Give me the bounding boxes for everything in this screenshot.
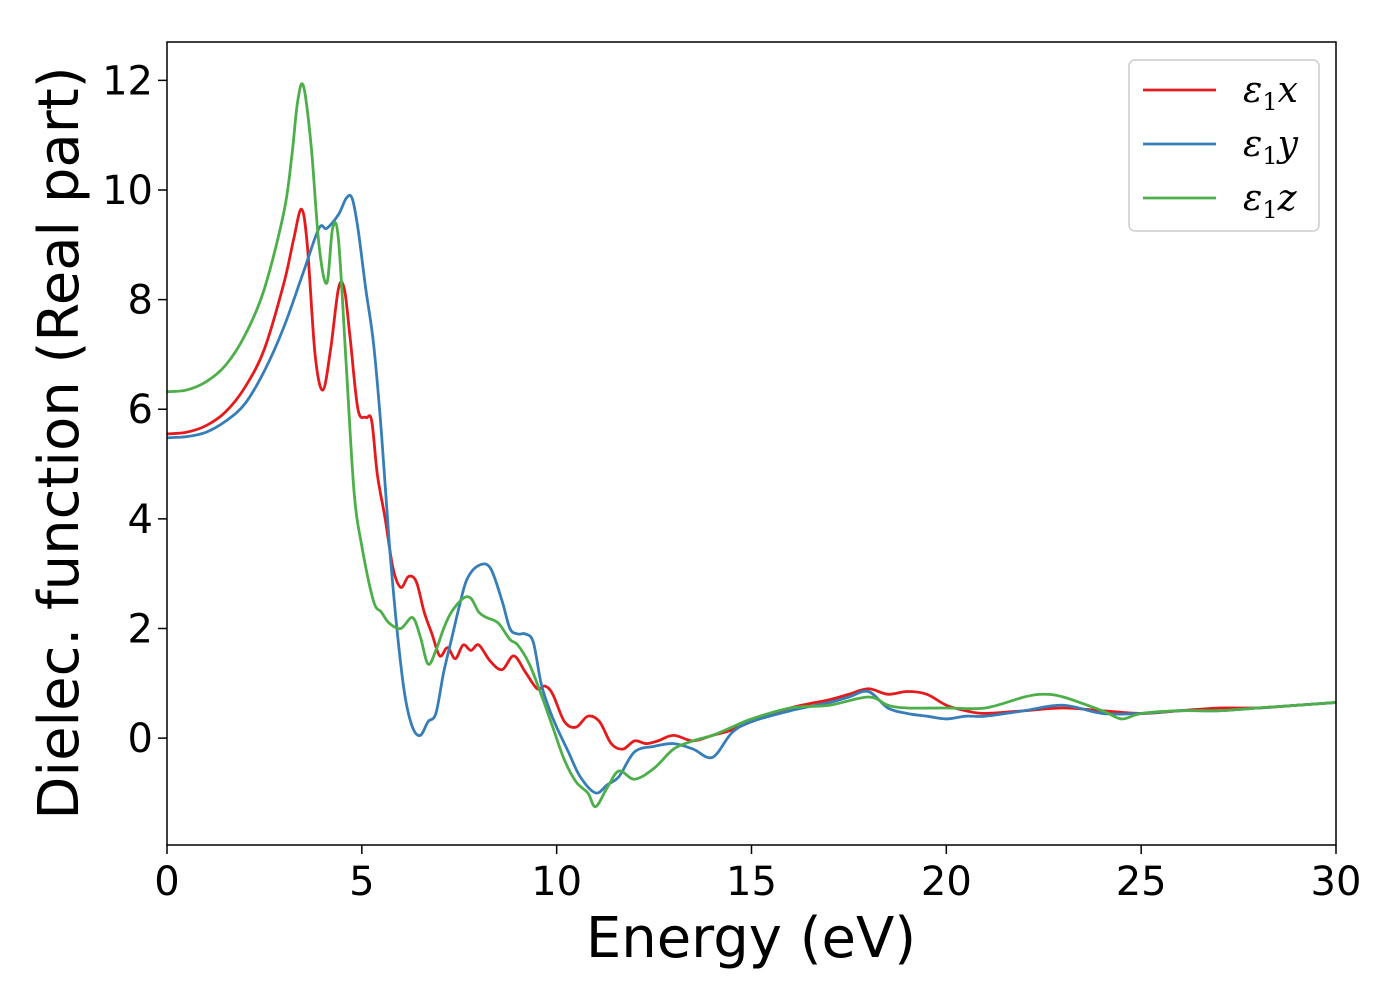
x-axis-label: Energy (eV) (586, 906, 916, 971)
x-tick-label: 25 (1116, 859, 1167, 905)
y-tick-label: 12 (102, 58, 153, 104)
legend-box (1128, 59, 1320, 232)
series-line-y (166, 193, 1337, 795)
x-tick-label: 15 (726, 859, 777, 905)
x-tick-label: 20 (921, 859, 972, 905)
y-tick-label: 6 (128, 387, 153, 433)
x-tick-label: 0 (154, 859, 179, 905)
x-tick-label: 30 (1311, 859, 1362, 905)
x-tick-label: 5 (349, 859, 374, 905)
y-axis-label: Dielec. function (Real part) (27, 66, 92, 819)
legend: ε1x ε1y ε1z (1128, 59, 1320, 232)
y-tick-label: 0 (128, 716, 153, 762)
series-line-z (166, 82, 1337, 809)
y-tick-label: 2 (128, 606, 153, 652)
y-axis-ticks: 0 2 4 6 8 10 12 (102, 58, 167, 762)
series-line-x (166, 207, 1337, 751)
legend-label-x: ε1x (1243, 70, 1298, 116)
series-lines (166, 82, 1337, 809)
legend-label-z: ε1z (1243, 178, 1298, 224)
x-axis-ticks: 0 5 10 15 20 25 30 (154, 845, 1361, 905)
legend-label-y: ε1y (1243, 124, 1299, 170)
y-tick-label: 10 (102, 168, 153, 214)
y-tick-label: 4 (128, 497, 153, 543)
x-tick-label: 10 (531, 859, 582, 905)
y-tick-label: 8 (128, 278, 153, 324)
